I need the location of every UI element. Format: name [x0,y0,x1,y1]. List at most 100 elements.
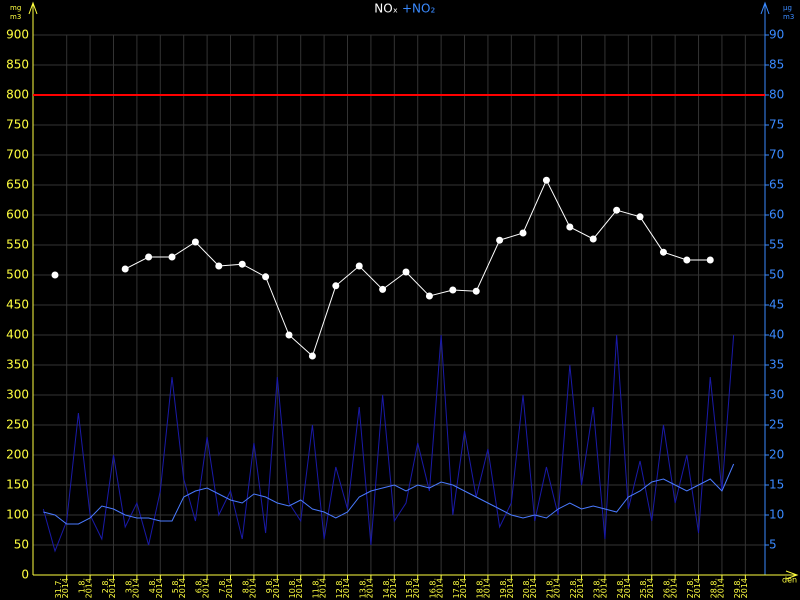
x-tick-year: 2014 [85,578,94,598]
y-unit: m3 [10,13,21,21]
data-point [613,206,621,214]
x-tick-label: 28.8. [709,578,718,598]
y2-tick-label: 35 [769,358,784,372]
x-tick-year: 2014 [365,578,374,598]
data-point [402,268,410,276]
x-tick-label: 18.8. [475,578,484,598]
x-tick-label: 22.8. [569,578,578,598]
data-point [308,352,316,360]
x-tick-year: 2014 [412,578,421,598]
y-tick-label: 500 [6,268,29,282]
x-tick-year: 2014 [459,578,468,598]
data-point [519,229,527,237]
x-tick-year: 2014 [389,578,398,598]
y2-tick-label: 25 [769,418,784,432]
x-tick-label: 23.8. [592,578,601,598]
y-tick-label: 450 [6,298,29,312]
x-tick-label: 27.8. [686,578,695,598]
x-tick-label: 9.8. [265,578,274,593]
x-tick-year: 2014 [295,578,304,598]
y-tick-label: 750 [6,118,29,132]
x-tick-label: 19.8. [499,578,508,598]
data-point [238,260,246,268]
data-point [379,285,387,293]
x-tick-year: 2014 [482,578,491,598]
x-tick-label: 5.8. [171,578,180,593]
y-tick-label: 200 [6,448,29,462]
y-tick-label: 550 [6,238,29,252]
data-point [589,235,597,243]
series-line [42,334,735,553]
y-tick-label: 900 [6,28,29,42]
y2-tick-label: 15 [769,478,784,492]
y-tick-label: 600 [6,208,29,222]
y-unit: mg [10,4,21,12]
x-axis-label: den [782,576,797,585]
y-tick-label: 100 [6,508,29,522]
y2-tick-label: 50 [769,268,784,282]
x-tick-label: 17.8. [452,578,461,598]
y-tick-label: 700 [6,148,29,162]
data-point [285,331,293,339]
y2-tick-label: 20 [769,448,784,462]
x-tick-year: 2014 [202,578,211,598]
data-point [51,271,59,279]
data-point [706,256,714,264]
x-tick-year: 2014 [576,578,585,598]
x-tick-year: 2014 [716,578,725,598]
x-tick-label: 24.8. [616,578,625,598]
data-point [659,248,667,256]
y2-tick-label: 10 [769,508,784,522]
x-tick-year: 2014 [178,578,187,598]
x-tick-label: 7.8. [218,578,227,593]
x-tick-label: 21.8. [546,578,555,598]
x-tick-year: 2014 [342,578,351,598]
x-tick-year: 2014 [108,578,117,598]
x-tick-year: 2014 [529,578,538,598]
data-point [425,292,433,300]
y-tick-label: 250 [6,418,29,432]
data-point [262,273,270,281]
chart-title: NOₓ [374,2,398,16]
x-tick-label: 11.8. [312,578,321,598]
x-tick-year: 2014 [131,578,140,598]
x-tick-year: 2014 [436,578,445,598]
chart-title-2: +NO₂ [402,2,435,16]
y2-tick-label: 40 [769,328,784,342]
y2-tick-label: 90 [769,28,784,42]
x-tick-label: 15.8. [405,578,414,598]
x-tick-label: 25.8. [639,578,648,598]
x-tick-label: 2.8. [101,578,110,593]
y2-tick-label: 45 [769,298,784,312]
x-tick-year: 2014 [740,578,749,598]
x-tick-year: 2014 [670,578,679,598]
x-tick-label: 8.8. [241,578,250,593]
y-tick-label: 50 [14,538,29,552]
data-point [168,253,176,261]
y2-unit: µg [783,4,792,12]
y2-tick-label: 85 [769,58,784,72]
y2-tick-label: 55 [769,238,784,252]
x-tick-year: 2014 [272,578,281,598]
y-tick-label: 350 [6,358,29,372]
data-point [449,286,457,294]
x-tick-year: 2014 [693,578,702,598]
x-axis-arrow [785,570,799,580]
y2-tick-label: 65 [769,178,784,192]
y-tick-label: 850 [6,58,29,72]
y-tick-label: 800 [6,88,29,102]
x-tick-label: 31.7. [54,578,63,598]
y2-tick-label: 60 [769,208,784,222]
x-tick-year: 2014 [319,578,328,598]
x-tick-year: 2014 [248,578,257,598]
y2-axis-arrow [760,1,770,15]
data-point [121,265,129,273]
data-point [683,256,691,264]
y-tick-label: 0 [21,568,29,582]
x-tick-year: 2014 [155,578,164,598]
data-point [332,282,340,290]
y-tick-label: 400 [6,328,29,342]
